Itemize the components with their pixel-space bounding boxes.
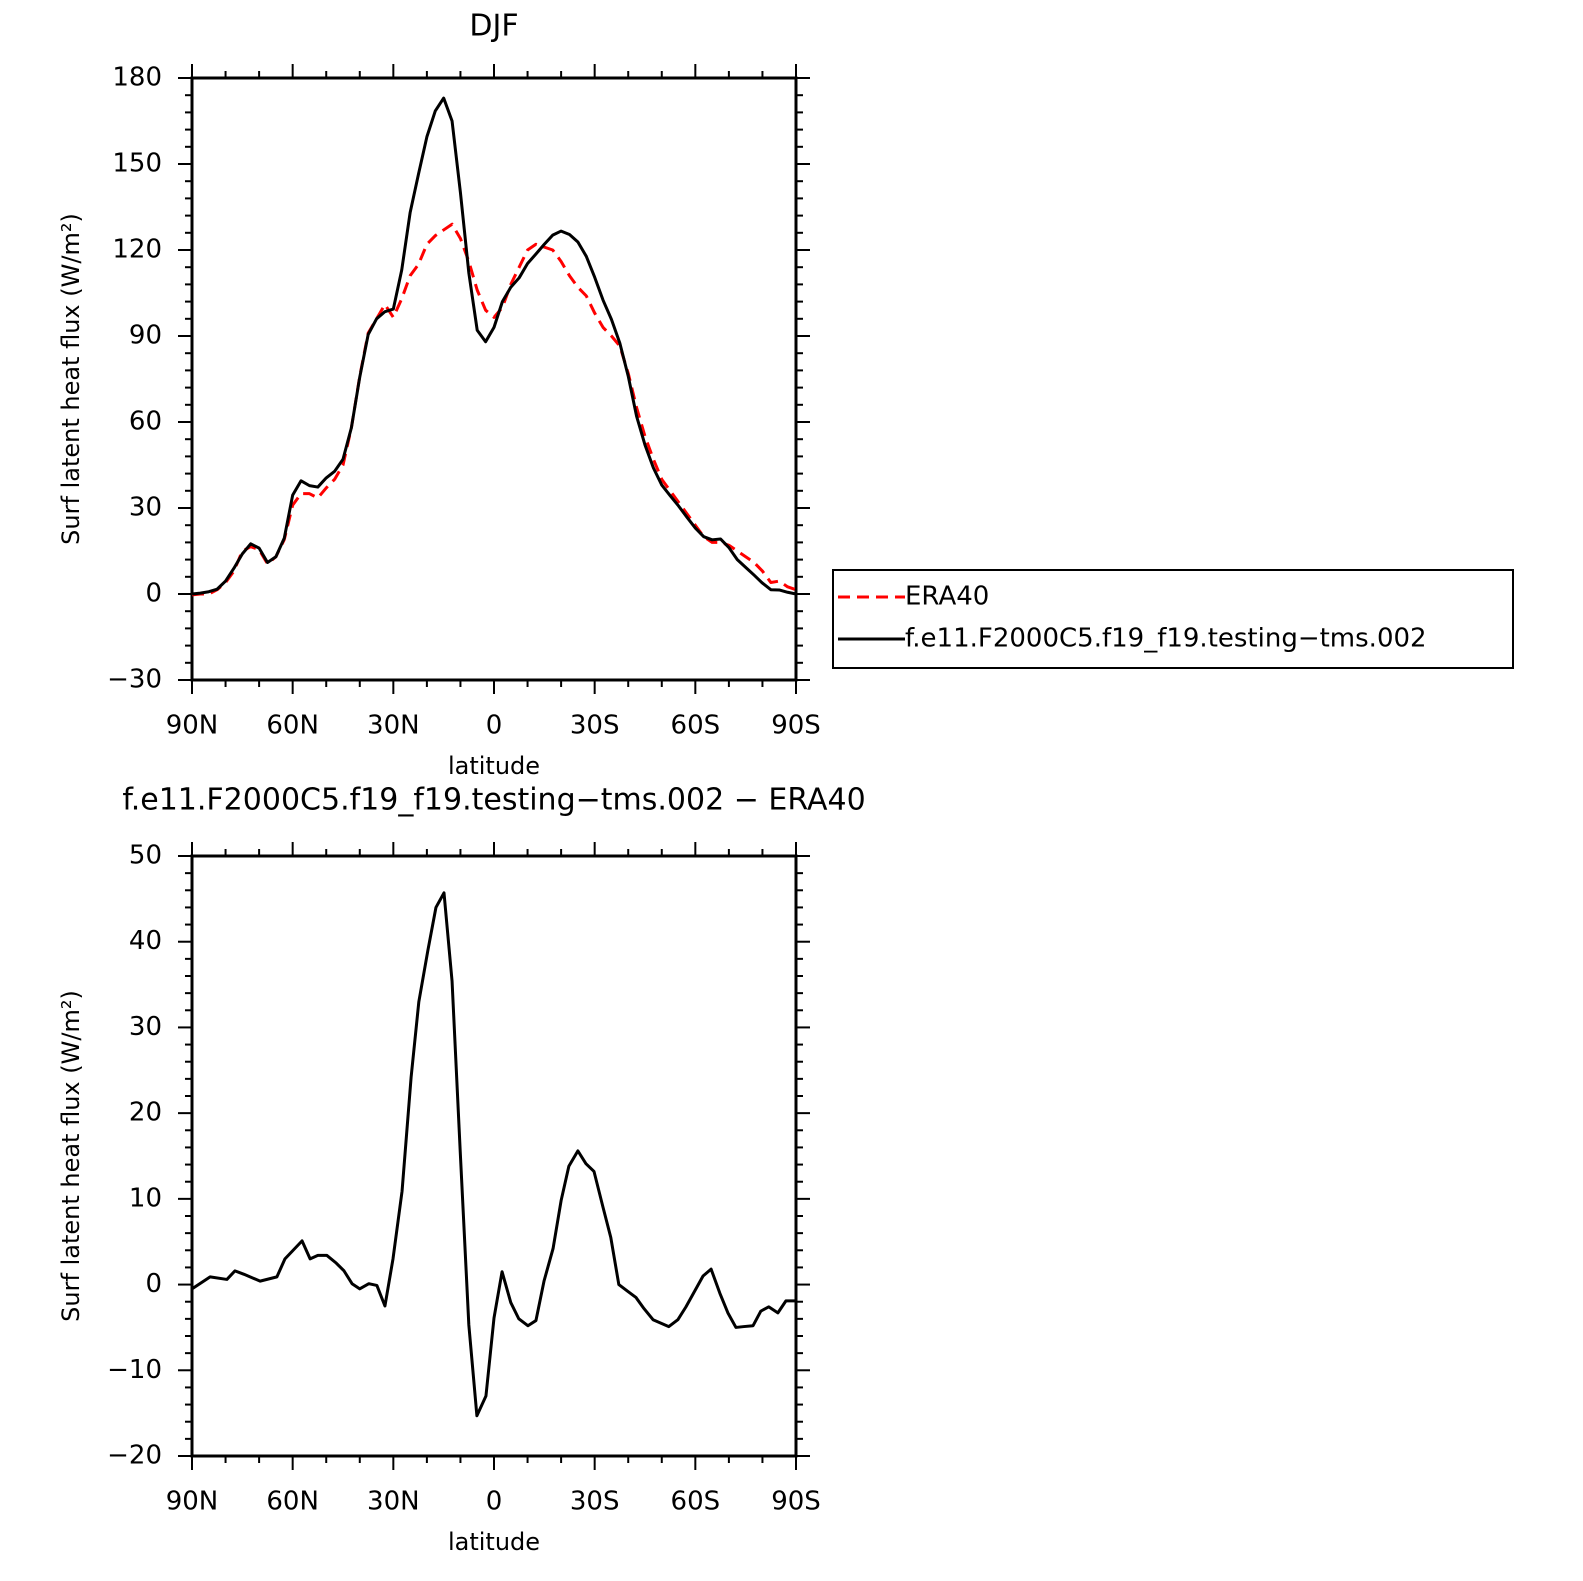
y-tick-label: −30: [107, 665, 162, 695]
chart-title: f.e11.F2000C5.f19_f19.testing−tms.002 − …: [122, 783, 865, 818]
x-tick-label: 30N: [367, 1487, 420, 1517]
y-axis-title: Surf latent heat flux (W/m²): [57, 990, 85, 1322]
x-tick-label: 60N: [266, 711, 319, 741]
y-tick-label: 40: [129, 926, 162, 956]
x-tick-label: 0: [486, 711, 503, 741]
data-line: [191, 96, 797, 596]
chart-title: DJF: [469, 9, 518, 44]
y-tick-label: 0: [145, 1269, 162, 1299]
y-tick-label: 60: [129, 407, 162, 437]
y-tick-label: −20: [107, 1441, 162, 1471]
y-tick-label: 20: [129, 1098, 162, 1128]
y-axis-title: Surf latent heat flux (W/m²): [57, 213, 85, 545]
y-tick-label: 30: [129, 493, 162, 523]
x-axis-title: latitude: [448, 752, 540, 780]
legend-label: ERA40: [905, 582, 989, 612]
y-tick-label: 0: [145, 579, 162, 609]
data-line: [191, 891, 796, 1418]
plot-frame: [190, 854, 798, 1458]
y-tick-label: 30: [129, 1012, 162, 1042]
y-tick-label: 90: [129, 321, 162, 351]
y-tick-label: −10: [107, 1355, 162, 1385]
x-tick-label: 30S: [570, 1487, 620, 1517]
legend-label: f.e11.F2000C5.f19_f19.testing−tms.002: [905, 624, 1427, 654]
x-tick-label: 60S: [671, 711, 721, 741]
y-tick-label: 150: [112, 149, 162, 179]
x-tick-label: 30S: [570, 711, 620, 741]
x-axis-title: latitude: [448, 1528, 540, 1556]
y-tick-label: 180: [112, 63, 162, 93]
legend-box: [832, 569, 1514, 669]
x-tick-label: 90N: [166, 711, 219, 741]
x-tick-label: 90S: [771, 1487, 821, 1517]
y-tick-label: 120: [112, 235, 162, 265]
x-tick-label: 90S: [771, 711, 821, 741]
data-line: [191, 222, 797, 597]
x-tick-label: 30N: [367, 711, 420, 741]
x-tick-label: 60S: [671, 1487, 721, 1517]
y-tick-label: 50: [129, 841, 162, 871]
plot-frame: [190, 76, 798, 682]
y-tick-label: 10: [129, 1183, 162, 1213]
x-tick-label: 0: [486, 1487, 503, 1517]
x-tick-label: 60N: [266, 1487, 319, 1517]
x-tick-label: 90N: [166, 1487, 219, 1517]
